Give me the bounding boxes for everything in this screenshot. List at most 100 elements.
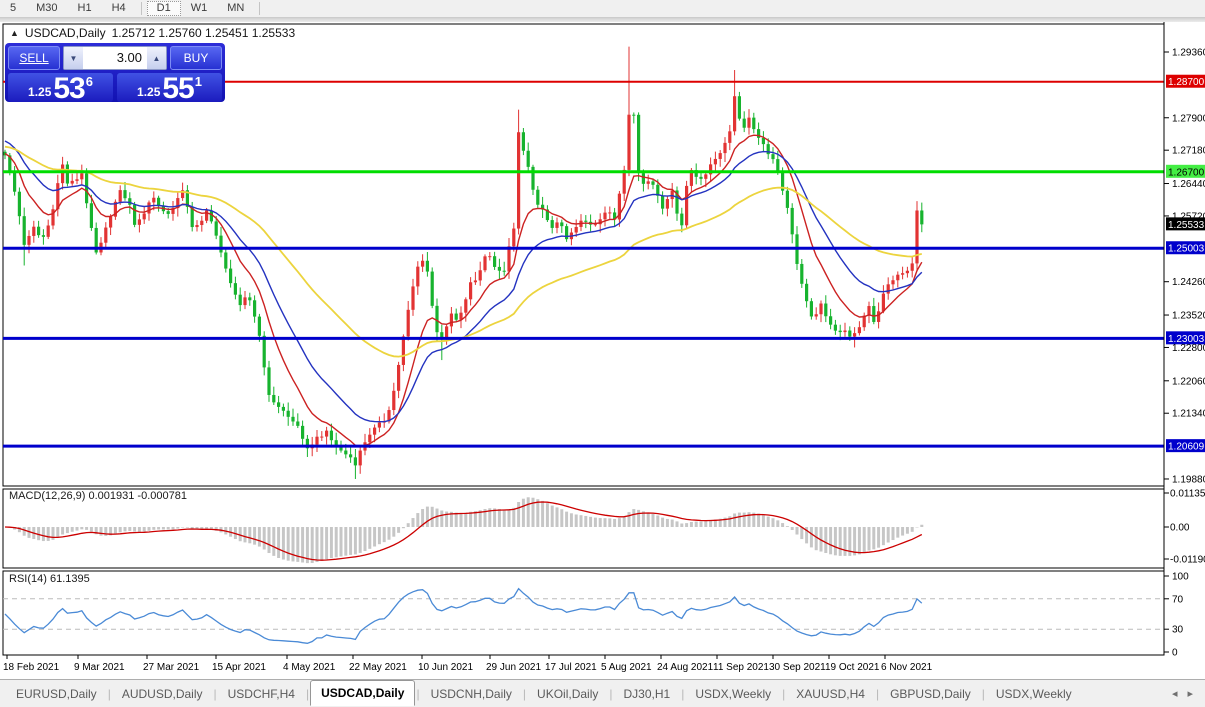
svg-text:1.23003: 1.23003: [1168, 334, 1205, 345]
candles-layer: [3, 46, 924, 479]
macd-histogram: [8, 497, 924, 564]
toolbar-separator: [140, 2, 142, 15]
rsi-indicator-label: RSI(14) 61.1395: [9, 573, 90, 585]
svg-text:22 May 2021: 22 May 2021: [349, 662, 407, 673]
tab-scroll-right-icon[interactable]: ▸: [1187, 688, 1193, 700]
svg-text:1.25003: 1.25003: [1168, 244, 1205, 255]
svg-text:70: 70: [1172, 594, 1184, 605]
chart-tab-usdx-weekly[interactable]: USDX,Weekly: [695, 686, 772, 701]
macd-indicator-label: MACD(12,26,9) 0.001931 -0.000781: [9, 490, 187, 502]
svg-text:30: 30: [1172, 625, 1184, 636]
svg-text:1.27180: 1.27180: [1172, 146, 1205, 157]
svg-text:19 Oct 2021: 19 Oct 2021: [825, 662, 880, 673]
ma-fast-line: [4, 134, 923, 448]
svg-text:10 Jun 2021: 10 Jun 2021: [418, 662, 473, 673]
volume-value[interactable]: 3.00: [116, 50, 142, 65]
svg-text:15 Apr 2021: 15 Apr 2021: [212, 662, 266, 673]
timeframe-h4[interactable]: H4: [111, 2, 126, 14]
chart-tab-dj30-h1[interactable]: DJ30,H1: [623, 686, 671, 701]
sell-button[interactable]: SELL: [8, 46, 60, 70]
svg-text:18 Feb 2021: 18 Feb 2021: [3, 662, 60, 673]
timeframe-w1[interactable]: W1: [190, 2, 208, 14]
tab-separator: |: [107, 686, 111, 701]
chart-tab-eurusd-daily[interactable]: EURUSD,Daily: [16, 686, 97, 701]
svg-text:30 Sep 2021: 30 Sep 2021: [769, 662, 826, 673]
chart-tab-usdcad-daily[interactable]: USDCAD,Daily: [310, 679, 416, 706]
rsi-axis[interactable]: 100 70 30 0: [1164, 572, 1189, 659]
toolbar-separator-strip: [0, 18, 1205, 22]
svg-text:1.21340: 1.21340: [1172, 409, 1205, 420]
sell-price-pip: 6: [85, 74, 93, 89]
tab-separator: |: [609, 686, 613, 701]
svg-text:29 Jun 2021: 29 Jun 2021: [486, 662, 541, 673]
svg-text:0.00: 0.00: [1170, 523, 1190, 534]
horizontal-levels[interactable]: 1.28700 1.26700 1.25003 1.23003 1.20609: [3, 74, 1205, 453]
timeframe-d1[interactable]: D1: [146, 1, 181, 16]
collapse-panel-icon[interactable]: ▲: [10, 28, 19, 38]
one-click-trading-panel: SELL ▼ 3.00 ▲ BUY 1.25 53 6 1.25 55 1: [5, 43, 225, 105]
sell-price-prefix: 1.25: [28, 85, 52, 99]
volume-spinner: ▼ 3.00 ▲: [63, 46, 167, 70]
timeframe-h1[interactable]: H1: [77, 2, 92, 14]
chart-ohlc-values: 1.25712 1.25760 1.25451 1.25533: [111, 26, 296, 40]
svg-text:-0.01190: -0.01190: [1170, 555, 1205, 566]
svg-text:1.23520: 1.23520: [1172, 311, 1205, 322]
chart-tab-audusd-daily[interactable]: AUDUSD,Daily: [121, 686, 203, 701]
timeframe-mn[interactable]: MN: [227, 2, 245, 14]
svg-text:9 Mar 2021: 9 Mar 2021: [74, 662, 125, 673]
chart-symbol-period: USDCAD,Daily: [24, 26, 106, 40]
chart-tab-gbpusd-daily[interactable]: GBPUSD,Daily: [890, 686, 971, 701]
timeframe-toolbar: 5 M30 H1 H4 D1 W1 MN: [0, 0, 1205, 18]
chart-title: ▲ USDCAD,Daily 1.25712 1.25760 1.25451 1…: [10, 26, 295, 40]
svg-text:1.26440: 1.26440: [1172, 179, 1205, 190]
rsi-guides: [3, 598, 1164, 630]
svg-text:4 May 2021: 4 May 2021: [283, 662, 336, 673]
svg-text:1.22800: 1.22800: [1172, 343, 1205, 354]
svg-text:24 Aug 2021: 24 Aug 2021: [657, 662, 714, 673]
tab-separator: |: [305, 686, 310, 701]
chart-tab-usdcnh-daily[interactable]: USDCNH,Daily: [430, 686, 512, 701]
svg-text:1.27900: 1.27900: [1172, 113, 1205, 124]
tab-separator: |: [782, 686, 786, 701]
volume-increase-button[interactable]: ▲: [147, 47, 166, 69]
chart-tabbar: EURUSD,Daily | AUDUSD,Daily | USDCHF,H4 | USDC…: [0, 679, 1205, 707]
rsi-line: [4, 587, 923, 644]
svg-text:5 Aug 2021: 5 Aug 2021: [601, 662, 652, 673]
svg-text:17 Jul 2021: 17 Jul 2021: [545, 662, 597, 673]
tab-scroll-left-icon[interactable]: ◂: [1171, 688, 1178, 700]
svg-text:0.01135: 0.01135: [1170, 489, 1205, 500]
svg-text:1.25533: 1.25533: [1168, 220, 1205, 231]
tab-separator: |: [213, 686, 217, 701]
sell-price-main: 53: [53, 72, 85, 105]
buy-price-display[interactable]: 1.25 55 1: [117, 72, 222, 105]
timeframe-5[interactable]: 5: [10, 2, 17, 14]
price-axis[interactable]: 1.29360 1.27900 1.27180 1.26440 1.25720 1.242…: [1163, 22, 1205, 655]
toolbar-separator: [259, 2, 261, 15]
tab-separator: |: [681, 686, 685, 701]
svg-text:1.29360: 1.29360: [1172, 48, 1205, 59]
buy-price-prefix: 1.25: [137, 85, 161, 99]
tab-separator: |: [875, 686, 880, 701]
svg-text:1.24260: 1.24260: [1172, 277, 1205, 288]
svg-text:1.19880: 1.19880: [1172, 474, 1205, 485]
buy-price-pip: 1: [194, 74, 202, 89]
timeframe-m30[interactable]: M30: [36, 2, 58, 14]
volume-decrease-button[interactable]: ▼: [64, 47, 83, 69]
date-axis[interactable]: 18 Feb 2021 9 Mar 2021 27 Mar 2021 15 Apr 2…: [3, 655, 933, 673]
chart-tab-xauusd-h4[interactable]: XAUUSD,H4: [796, 686, 865, 701]
chart-tab-ukoil-daily[interactable]: UKOil,Daily: [537, 686, 599, 701]
svg-text:1.25720: 1.25720: [1172, 211, 1205, 222]
svg-text:100: 100: [1172, 572, 1189, 583]
tab-separator: |: [416, 686, 420, 701]
buy-price-main: 55: [162, 72, 194, 105]
svg-text:1.26700: 1.26700: [1168, 167, 1205, 178]
sell-price-display[interactable]: 1.25 53 6: [8, 72, 113, 105]
macd-axis[interactable]: 0.01135 0.00 -0.01190: [1164, 489, 1205, 566]
chart-tab-usdx-weekly[interactable]: USDX,Weekly: [995, 686, 1072, 701]
svg-text:6 Nov 2021: 6 Nov 2021: [881, 662, 933, 673]
buy-button[interactable]: BUY: [170, 46, 222, 70]
svg-text:0: 0: [1172, 648, 1178, 659]
chart-tab-usdchf-h4[interactable]: USDCHF,H4: [227, 686, 295, 701]
svg-text:1.28700: 1.28700: [1168, 77, 1205, 88]
